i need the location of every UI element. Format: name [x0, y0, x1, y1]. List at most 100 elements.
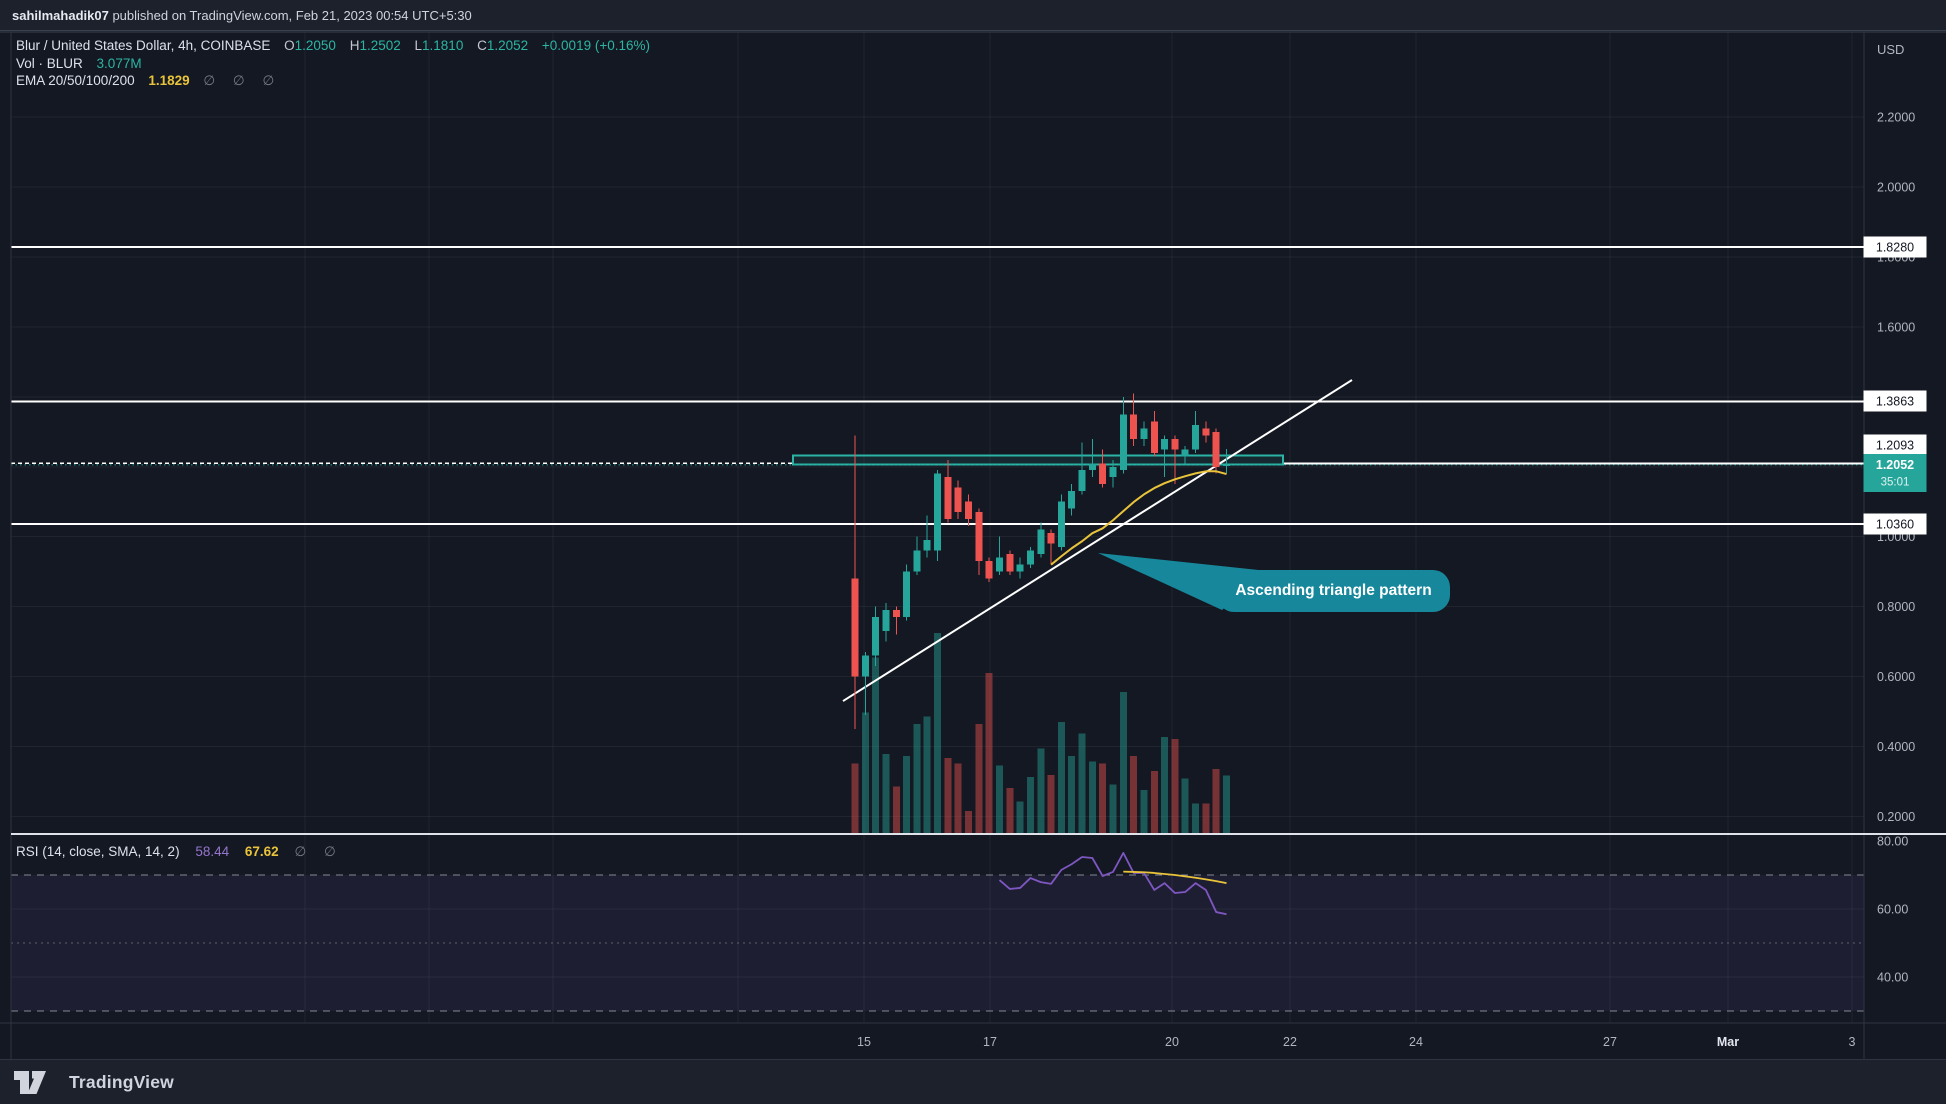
volume-value: 3.077M	[96, 55, 142, 71]
symbol-title: Blur / United States Dollar, 4h, COINBAS…	[16, 38, 271, 53]
volume-bar	[913, 723, 921, 834]
attribution-username: sahilmahadik07	[12, 7, 109, 23]
ema-legend-row[interactable]: EMA 20/50/100/200 1.1829 ∅ ∅ ∅	[16, 72, 650, 90]
candlestick	[1181, 445, 1189, 464]
candlestick	[1119, 396, 1127, 474]
volume-bar	[861, 712, 869, 834]
svg-text:17: 17	[983, 1035, 997, 1049]
candlestick	[1171, 435, 1179, 485]
volume-bar	[1181, 778, 1189, 834]
svg-text:27: 27	[1603, 1035, 1617, 1049]
price-line-label: 1.3863	[1863, 390, 1927, 412]
volume-bar	[1026, 776, 1034, 834]
volume-bar	[1171, 739, 1179, 834]
candlestick	[882, 603, 890, 642]
volume-bar	[1202, 803, 1210, 834]
price-axis[interactable]: USD2.20002.00001.80001.60001.40001.20001…	[1863, 42, 1927, 985]
volume-bar	[985, 672, 993, 834]
rsi-line	[998, 852, 1227, 916]
candlestick	[913, 536, 921, 576]
candlestick	[1068, 484, 1076, 516]
candlestick	[1130, 393, 1138, 446]
candlestick	[851, 435, 859, 730]
price-line-label: 1.8280	[1863, 236, 1927, 258]
svg-text:60.00: 60.00	[1877, 903, 1908, 917]
candlestick	[872, 606, 880, 667]
volume-bar	[1068, 756, 1076, 834]
pattern-callout[interactable]: Ascending triangle pattern	[1217, 570, 1450, 612]
candlestick	[861, 652, 869, 716]
svg-text:0.4000: 0.4000	[1877, 740, 1915, 754]
low-value: 1.1810	[422, 38, 464, 53]
candlestick	[892, 606, 900, 635]
svg-text:20: 20	[1165, 1035, 1179, 1049]
symbol-legend: Blur / United States Dollar, 4h, COINBAS…	[16, 37, 650, 90]
volume-bar	[872, 657, 880, 834]
price-line-label: 1.2093	[1863, 434, 1927, 456]
volume-bar	[965, 810, 973, 834]
candlestick	[1223, 449, 1231, 474]
volume-bar	[1223, 775, 1231, 834]
rsi-ma-value: 67.62	[244, 844, 279, 859]
volume-bar	[851, 763, 859, 834]
candlestick	[1161, 435, 1169, 478]
candles-layer	[851, 393, 1231, 730]
candlestick	[1057, 494, 1065, 551]
volume-bars	[851, 633, 1231, 834]
volume-bar	[1161, 737, 1169, 834]
candlestick	[965, 494, 973, 527]
volume-bar	[1037, 748, 1045, 834]
candlestick	[944, 459, 952, 523]
volume-label: Vol · BLUR	[16, 55, 83, 71]
svg-text:1.8280: 1.8280	[1876, 241, 1914, 255]
volume-bar	[1140, 790, 1148, 834]
time-axis[interactable]: 15 17 20 22 24 27 Mar 3	[857, 1035, 1855, 1049]
change-value: +0.0019 (+0.16%)	[541, 38, 650, 53]
svg-text:22: 22	[1283, 1035, 1297, 1049]
volume-bar	[1006, 788, 1014, 834]
volume-bar	[995, 765, 1003, 834]
svg-text:0.2000: 0.2000	[1877, 810, 1915, 824]
ascending-trendline	[842, 379, 1353, 702]
volume-bar	[882, 754, 890, 834]
candlestick	[985, 557, 993, 583]
resistance-zone[interactable]	[792, 454, 1284, 466]
tradingview-brand-text[interactable]: TradingView	[69, 1071, 174, 1092]
candlestick	[1140, 421, 1148, 446]
symbol-title-row[interactable]: Blur / United States Dollar, 4h, COINBAS…	[16, 37, 650, 55]
candlestick	[975, 508, 983, 576]
volume-bar	[1016, 801, 1024, 834]
volume-bar	[1078, 733, 1086, 834]
ema-value: 1.1829	[148, 73, 190, 88]
grid-layer	[11, 32, 1864, 1023]
volume-bar	[1088, 761, 1096, 834]
tradingview-logo-icon[interactable]	[13, 1069, 59, 1095]
svg-text:0.6000: 0.6000	[1877, 670, 1915, 684]
currency-label: USD	[1877, 42, 1904, 57]
ema-label: EMA 20/50/100/200	[16, 73, 135, 88]
candlestick	[1099, 449, 1107, 488]
svg-text:80.00: 80.00	[1877, 835, 1908, 849]
svg-text:Mar: Mar	[1717, 1035, 1739, 1049]
volume-bar	[1150, 771, 1158, 834]
rsi-legend[interactable]: RSI (14, close, SMA, 14, 2) 58.44 67.62 …	[16, 844, 343, 860]
open-label: O	[284, 38, 295, 53]
attribution-bar: sahilmahadik07 published on TradingView.…	[0, 0, 1946, 31]
candlestick	[1078, 442, 1086, 495]
ema-layer	[1050, 470, 1227, 566]
trendline-layer[interactable]	[842, 379, 1353, 702]
candlestick	[1026, 547, 1034, 569]
candlestick	[903, 564, 911, 621]
close-label: C	[477, 38, 487, 53]
svg-text:3: 3	[1849, 1035, 1856, 1049]
volume-bar	[1057, 721, 1065, 834]
volume-bar	[975, 723, 983, 834]
candlestick	[1150, 410, 1158, 457]
volume-legend-row[interactable]: Vol · BLUR 3.077M	[16, 55, 650, 73]
svg-text:2.0000: 2.0000	[1877, 180, 1915, 194]
svg-text:40.00: 40.00	[1877, 971, 1908, 985]
pattern-callout-text: Ascending triangle pattern	[1235, 582, 1432, 599]
rsi-lines	[998, 852, 1227, 916]
